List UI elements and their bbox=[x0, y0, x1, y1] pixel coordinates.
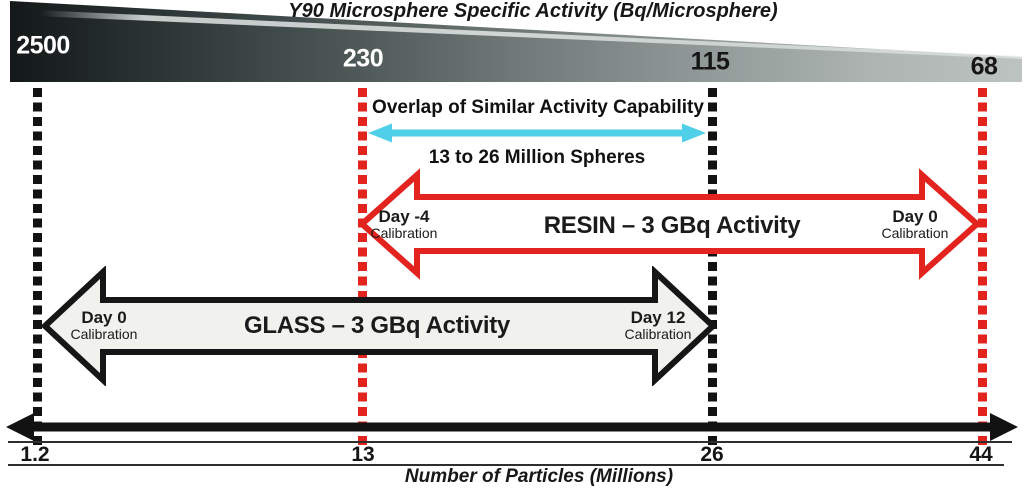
resin-left-calibration: Day -4 Calibration bbox=[371, 208, 438, 241]
axis-tick-13: 13 bbox=[351, 443, 375, 466]
axis-rule-bottom bbox=[8, 464, 1004, 466]
resin-arrow-label: RESIN – 3 GBq Activity bbox=[543, 212, 801, 239]
axis-tick-1-2: 1.2 bbox=[20, 443, 50, 466]
dotted-line-1-2 bbox=[33, 88, 42, 450]
resin-left-sub: Calibration bbox=[370, 225, 438, 241]
dotted-line-44 bbox=[978, 88, 987, 450]
glass-left-sub: Calibration bbox=[70, 326, 138, 342]
axis-tick-44: 44 bbox=[969, 443, 993, 466]
resin-left-day: Day -4 bbox=[378, 207, 430, 226]
scale-marker-2500: 2500 bbox=[16, 31, 70, 60]
axis-rule-top bbox=[8, 441, 1012, 443]
resin-right-calibration: Day 0 Calibration bbox=[882, 208, 949, 241]
overlap-heading: Overlap of Similar Activity Capability bbox=[372, 97, 704, 118]
overlap-range-arrow bbox=[368, 123, 706, 143]
resin-right-sub: Calibration bbox=[881, 225, 949, 241]
particles-axis-arrow bbox=[6, 413, 1018, 441]
overlap-range-label: 13 to 26 Million Spheres bbox=[428, 147, 646, 168]
scale-marker-230: 230 bbox=[342, 44, 384, 73]
axis-tick-26: 26 bbox=[700, 443, 724, 466]
scale-marker-68: 68 bbox=[970, 52, 998, 81]
axis-title: Number of Particles (Millions) bbox=[404, 466, 674, 487]
glass-right-calibration: Day 12 Calibration bbox=[625, 309, 692, 342]
glass-left-day: Day 0 bbox=[81, 308, 127, 327]
dotted-line-13 bbox=[358, 88, 367, 450]
resin-right-day: Day 0 bbox=[892, 207, 938, 226]
resin-range-arrow bbox=[357, 168, 982, 280]
figure-title: Y90 Microsphere Specific Activity (Bq/Mi… bbox=[288, 0, 778, 22]
glass-range-arrow bbox=[40, 266, 718, 386]
glass-left-calibration: Day 0 Calibration bbox=[71, 309, 138, 342]
dotted-line-26 bbox=[708, 88, 717, 450]
glass-right-sub: Calibration bbox=[624, 326, 692, 342]
scale-marker-115: 115 bbox=[690, 47, 730, 76]
glass-arrow-label: GLASS – 3 GBq Activity bbox=[244, 312, 510, 339]
glass-right-day: Day 12 bbox=[630, 308, 686, 327]
